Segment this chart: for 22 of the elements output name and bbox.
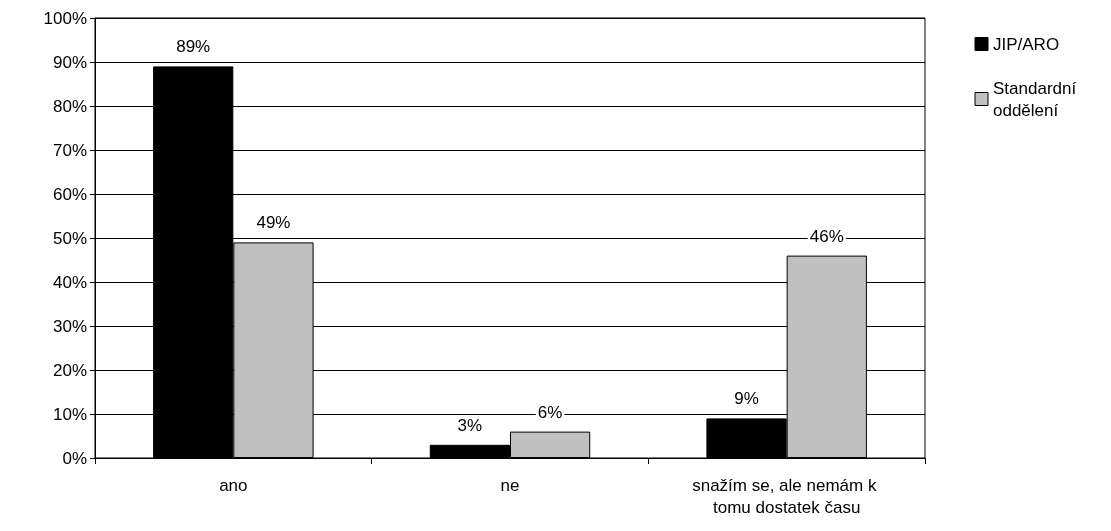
x-tick-label: ne <box>500 475 520 495</box>
x-tick-label: ano <box>219 475 248 495</box>
data-label: 6% <box>537 402 563 422</box>
legend-label: Standardní oddělení <box>993 78 1081 120</box>
y-tick-label: 90% <box>52 52 87 72</box>
y-tick-label: 40% <box>52 272 87 292</box>
y-tick-label: 70% <box>52 140 87 160</box>
data-label: 9% <box>734 389 759 409</box>
y-tick-label: 50% <box>52 228 87 248</box>
y-tick-label: 100% <box>43 8 87 28</box>
data-label: 49% <box>256 213 291 233</box>
data-label: 89% <box>176 37 211 57</box>
y-tick-label: 60% <box>52 184 87 204</box>
y-tick-label: 30% <box>52 316 87 336</box>
y-tick-label: 0% <box>62 448 87 468</box>
data-label: 3% <box>457 415 483 435</box>
x-tick-label: snažím se, ale nemám k tomu dostatek času <box>692 475 882 517</box>
legend-label: JIP/ARO <box>993 34 1060 54</box>
y-tick-label: 20% <box>52 360 87 380</box>
data-label: 46% <box>809 226 844 246</box>
y-tick-label: 80% <box>52 96 87 116</box>
y-tick-label: 10% <box>52 404 87 424</box>
